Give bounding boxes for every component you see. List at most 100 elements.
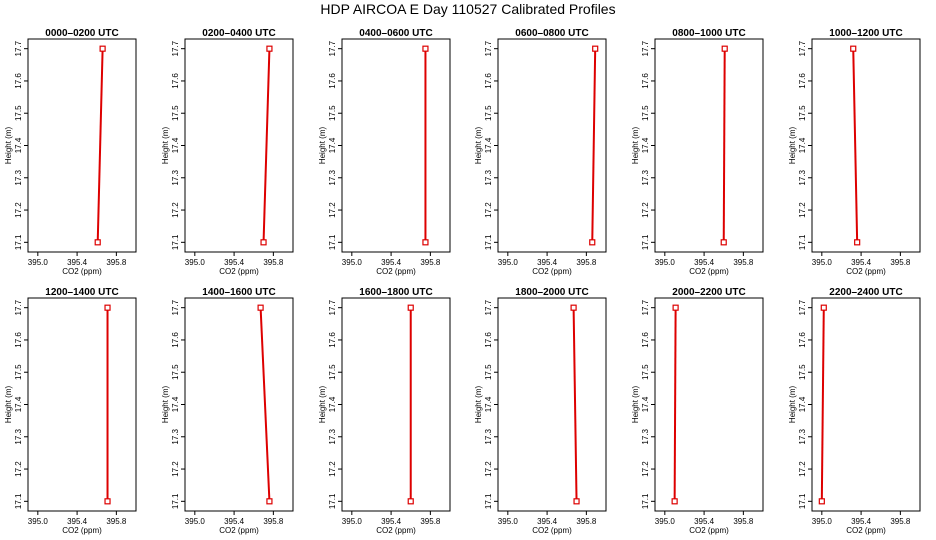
data-point (407, 304, 414, 311)
y-tick-label: 17.7 (171, 299, 180, 315)
plot-frame (184, 38, 294, 253)
y-tick-label: 17.6 (484, 73, 493, 89)
y-tick-label: 17.2 (798, 202, 807, 218)
x-tick-label: 395.4 (694, 517, 715, 526)
x-tick-label: 395.0 (655, 517, 676, 526)
y-tick-label: 17.5 (641, 105, 650, 121)
data-point (721, 45, 728, 52)
y-axis-label: Height (m) (161, 385, 170, 423)
x-tick-label: 395.8 (890, 258, 911, 267)
y-tick-label: 17.6 (798, 332, 807, 348)
x-axis-label: CO2 (ppm) (376, 267, 416, 276)
x-tick-label: 395.8 (263, 517, 284, 526)
x-tick-label: 395.4 (537, 258, 558, 267)
y-axis-label: Height (m) (4, 385, 13, 423)
y-tick-label: 17.1 (798, 493, 807, 509)
y-tick-label: 17.5 (171, 364, 180, 380)
x-tick-label: 395.0 (185, 258, 206, 267)
data-point (850, 45, 857, 52)
y-tick-label: 17.2 (484, 461, 493, 477)
y-tick-label: 17.6 (641, 332, 650, 348)
y-tick-label: 17.1 (798, 234, 807, 250)
y-tick-label: 17.1 (171, 493, 180, 509)
data-point (99, 45, 106, 52)
y-tick-label: 17.6 (14, 73, 23, 89)
y-axis-label: Height (m) (318, 126, 327, 164)
profile-line (591, 48, 597, 243)
x-tick-label: 395.4 (851, 517, 872, 526)
x-axis-label: CO2 (ppm) (846, 267, 886, 276)
y-tick-label: 17.1 (171, 234, 180, 250)
y-tick-label: 17.7 (328, 40, 337, 56)
y-tick-label: 17.1 (14, 493, 23, 509)
y-tick-label: 17.7 (798, 299, 807, 315)
plot-frame (654, 38, 764, 253)
y-tick-label: 17.4 (798, 137, 807, 153)
y-tick-label: 17.1 (484, 493, 493, 509)
chart-title: HDP AIRCOA E Day 110527 Calibrated Profi… (320, 1, 616, 17)
panel-1: 0000–0200 UTC 395.0 395.4 395.8 CO2 (ppm) 17.… (4, 28, 137, 276)
y-tick-label: 17.4 (171, 396, 180, 412)
plot-frame (654, 297, 764, 512)
y-tick-label: 17.4 (641, 137, 650, 153)
x-axis-label: CO2 (ppm) (376, 526, 416, 535)
y-tick-label: 17.4 (484, 137, 493, 153)
y-tick-label: 17.6 (328, 332, 337, 348)
y-tick-label: 17.5 (798, 105, 807, 121)
x-tick-label: 395.8 (890, 517, 911, 526)
y-tick-label: 17.4 (798, 396, 807, 412)
x-axis-label: CO2 (ppm) (846, 526, 886, 535)
y-tick-label: 17.3 (328, 169, 337, 185)
y-tick-label: 17.5 (328, 105, 337, 121)
y-tick-label: 17.2 (171, 461, 180, 477)
y-tick-label: 17.2 (171, 202, 180, 218)
y-tick-label: 17.6 (798, 73, 807, 89)
y-axis-label: Height (m) (4, 126, 13, 164)
y-tick-label: 17.7 (328, 299, 337, 315)
data-point (589, 239, 596, 246)
y-tick-label: 17.3 (171, 169, 180, 185)
x-tick-label: 395.4 (224, 258, 245, 267)
y-tick-label: 17.7 (798, 40, 807, 56)
y-tick-label: 17.4 (328, 396, 337, 412)
x-tick-label: 395.0 (812, 517, 833, 526)
y-tick-label: 17.3 (328, 428, 337, 444)
x-tick-label: 395.8 (420, 258, 441, 267)
x-tick-label: 395.0 (185, 517, 206, 526)
y-axis-label: Height (m) (318, 385, 327, 423)
panel-title: 0200–0400 UTC (202, 28, 275, 39)
y-tick-label: 17.5 (798, 364, 807, 380)
x-axis-label: CO2 (ppm) (62, 267, 102, 276)
y-tick-label: 17.1 (641, 234, 650, 250)
y-tick-label: 17.4 (14, 396, 23, 412)
x-tick-label: 395.4 (851, 258, 872, 267)
data-point (104, 498, 111, 505)
x-tick-label: 395.0 (28, 517, 49, 526)
profile-line (572, 307, 578, 502)
panel-8: 1400–1600 UTC 395.0 395.4 395.8 CO2 (ppm) 17.… (161, 287, 294, 535)
y-tick-label: 17.3 (798, 169, 807, 185)
y-tick-label: 17.6 (484, 332, 493, 348)
panel-title: 1800–2000 UTC (515, 287, 588, 298)
y-tick-label: 17.6 (171, 73, 180, 89)
y-tick-label: 17.1 (641, 493, 650, 509)
plot-frame (341, 297, 451, 512)
x-tick-label: 395.0 (28, 258, 49, 267)
y-tick-label: 17.1 (14, 234, 23, 250)
y-tick-label: 17.3 (14, 428, 23, 444)
plot-frame (811, 297, 921, 512)
data-point (672, 304, 679, 311)
panel-12: 2200–2400 UTC 395.0 395.4 395.8 CO2 (ppm) 17.… (788, 287, 921, 535)
y-tick-label: 17.7 (14, 299, 23, 315)
y-tick-label: 17.2 (484, 202, 493, 218)
y-tick-label: 17.7 (641, 40, 650, 56)
y-tick-label: 17.6 (171, 332, 180, 348)
panel-7: 1200–1400 UTC 395.0 395.4 395.8 CO2 (ppm) 17.… (4, 287, 137, 535)
y-axis-label: Height (m) (631, 126, 640, 164)
y-tick-label: 17.2 (641, 461, 650, 477)
data-point (720, 239, 727, 246)
x-tick-label: 395.4 (67, 258, 88, 267)
panel-title: 1200–1400 UTC (45, 287, 118, 298)
plot-frame (497, 297, 607, 512)
y-tick-label: 17.5 (641, 364, 650, 380)
